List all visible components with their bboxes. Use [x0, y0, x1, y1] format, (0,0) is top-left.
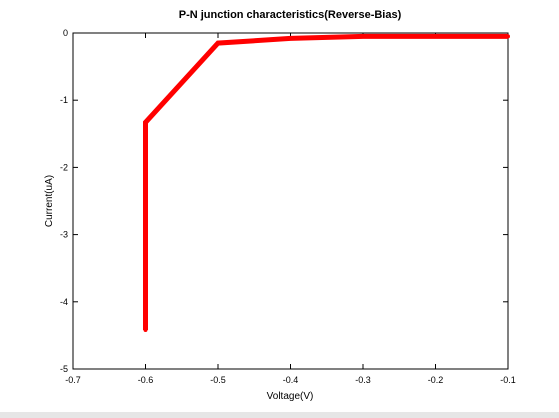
x-tick-label: -0.7	[65, 375, 81, 385]
x-tick-label: -0.3	[355, 375, 371, 385]
data-point	[361, 34, 365, 39]
data-point	[216, 41, 220, 46]
series-layer	[143, 33, 510, 333]
data-point	[433, 34, 438, 39]
x-tick-label: -0.2	[428, 375, 444, 385]
axis-ticks: -0.7 -0.6 -0.5 -0.4 -0.3 -0.2 -0.1 0 -1 -2 -3 -4 -5	[60, 28, 516, 385]
y-tick-label: -4	[60, 297, 68, 307]
y-tick-label: -1	[60, 95, 68, 105]
data-point	[506, 34, 510, 39]
x-tick-label: -0.1	[500, 375, 516, 385]
y-tick-label: -2	[60, 162, 68, 172]
data-point	[143, 328, 148, 333]
y-tick-label: -3	[60, 230, 68, 240]
y-tick-label: 0	[63, 28, 68, 38]
window-bottom-strip	[0, 412, 559, 418]
x-axis-label: Voltage(V)	[267, 391, 314, 402]
y-axis-label: Current(uA)	[44, 175, 55, 227]
x-tick-label: -0.4	[283, 375, 299, 385]
x-tick-label: -0.6	[138, 375, 154, 385]
chart-title: P-N junction characteristics(Reverse-Bia…	[179, 9, 402, 21]
data-point	[288, 36, 293, 41]
x-tick-label: -0.5	[210, 375, 226, 385]
data-point	[143, 120, 148, 125]
plot-area	[72, 32, 509, 370]
y-tick-label: -5	[60, 364, 68, 374]
